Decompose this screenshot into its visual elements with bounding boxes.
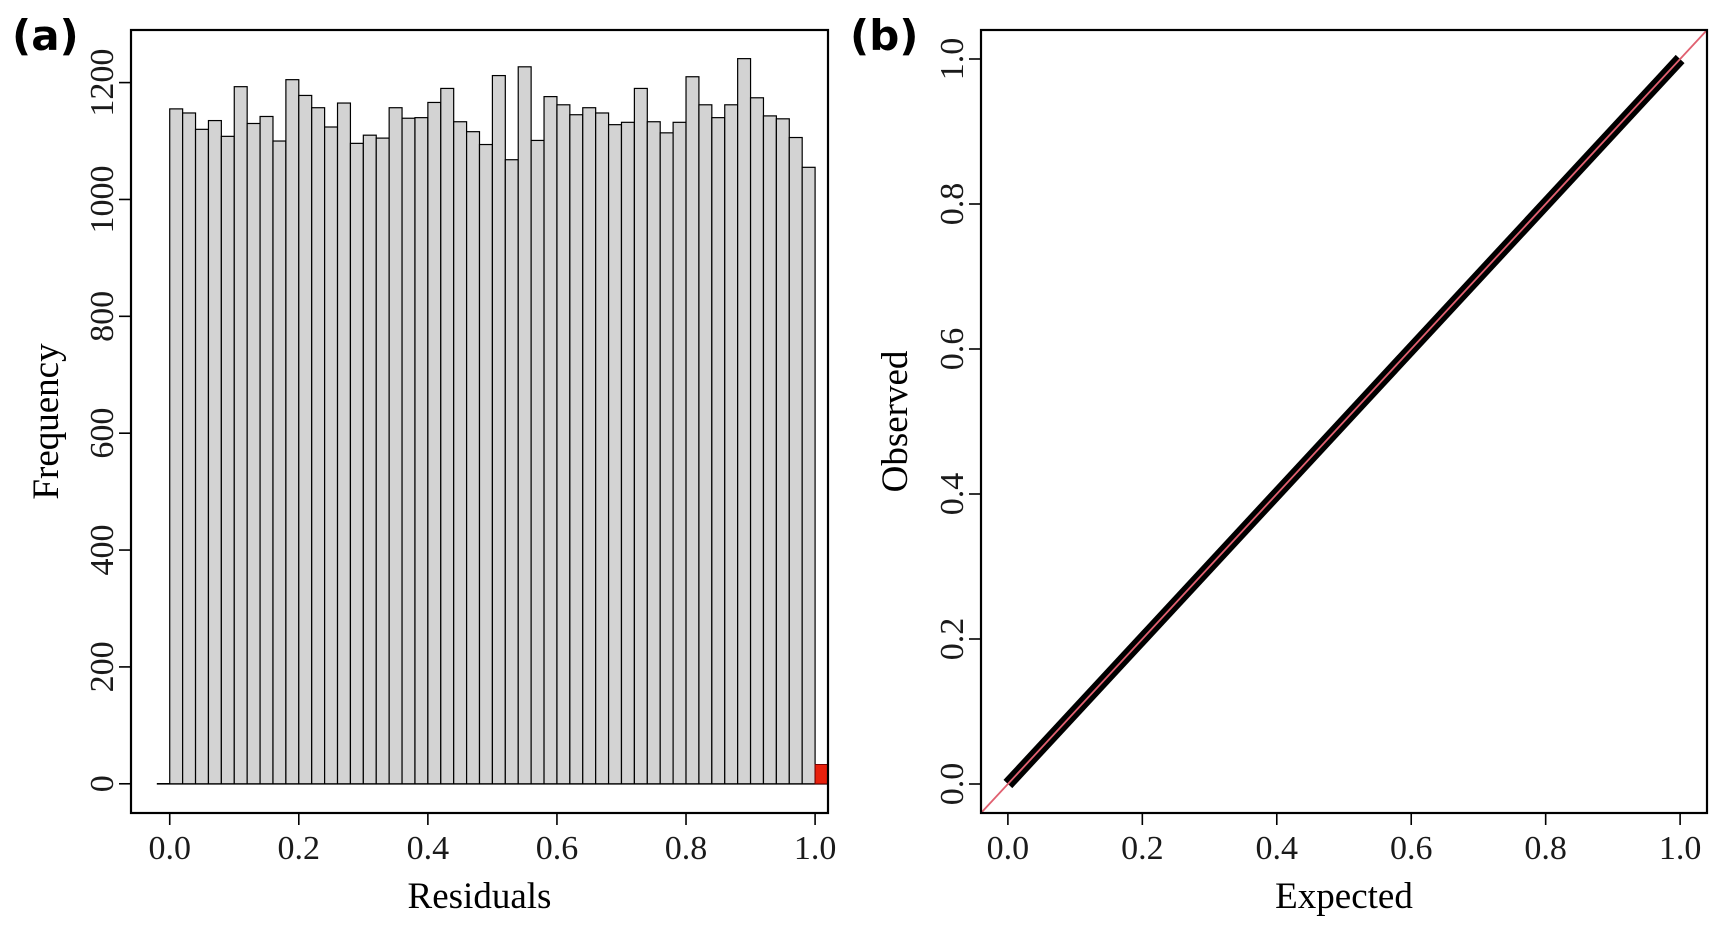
histogram-x-tick-label: 1.0 bbox=[794, 830, 837, 867]
histogram-bar bbox=[285, 79, 300, 785]
histogram-bar bbox=[724, 104, 739, 785]
qq-frame bbox=[979, 28, 1709, 815]
qq-panel: (b) 0.0 0.2 0.4 0.6 0.8 1.0 0.0 0.2 0.4 0.6 0.8 1.0… bbox=[850, 11, 1709, 917]
histogram-bar bbox=[788, 136, 803, 785]
qq-reference-line bbox=[981, 30, 1707, 813]
histogram-bar bbox=[401, 117, 416, 785]
histogram-bar bbox=[220, 135, 235, 785]
qq-x-tick-label: 0.6 bbox=[1390, 830, 1433, 867]
histogram-y-tick-label: 1200 bbox=[84, 49, 121, 117]
histogram-bar bbox=[311, 107, 326, 785]
histogram-bar bbox=[272, 140, 287, 785]
histogram-y-tick-label: 1000 bbox=[84, 165, 121, 233]
histogram-bar bbox=[633, 87, 648, 785]
histogram-bar bbox=[517, 66, 532, 785]
histogram-bar bbox=[427, 101, 442, 785]
histogram-bar bbox=[259, 115, 274, 785]
histogram-x-tick-label: 0.8 bbox=[665, 830, 708, 867]
histogram-bar bbox=[388, 107, 403, 785]
histogram-bar bbox=[685, 76, 700, 785]
histogram-bar bbox=[711, 117, 726, 785]
histogram-bar bbox=[620, 121, 635, 785]
qq-axes: 0.0 0.2 0.4 0.6 0.8 1.0 0.0 0.2 0.4 0.6 0.8 1.0 bbox=[934, 38, 1701, 867]
histogram-bar bbox=[646, 121, 661, 785]
panel-label-b: (b) bbox=[850, 11, 918, 60]
histogram-bar bbox=[440, 87, 455, 785]
histogram-y-tick-label: 800 bbox=[84, 291, 121, 342]
histogram-bar bbox=[672, 121, 687, 785]
histogram-bar bbox=[362, 134, 377, 785]
histogram-bar bbox=[569, 114, 584, 785]
histogram-bar bbox=[182, 112, 197, 785]
histogram-x-tick-label: 0.6 bbox=[536, 830, 579, 867]
histogram-bars bbox=[156, 58, 829, 785]
histogram-bar bbox=[246, 122, 261, 785]
histogram-bar bbox=[207, 119, 222, 785]
histogram-bar bbox=[762, 115, 777, 785]
histogram-bar bbox=[556, 104, 571, 785]
histogram-x-tick-label: 0.2 bbox=[278, 830, 321, 867]
histogram-panel: (a) 0.0 0.2 0.4 0.6 0.8 1.0 0 200 400 600 800 1000 1… bbox=[12, 11, 836, 917]
histogram-y-tick-label: 600 bbox=[84, 408, 121, 459]
qq-y-tick-label: 0.4 bbox=[934, 473, 971, 516]
histogram-bar bbox=[595, 112, 610, 785]
histogram-bar bbox=[491, 74, 506, 785]
qq-x-tick-label: 0.0 bbox=[987, 830, 1030, 867]
histogram-bar bbox=[607, 124, 623, 785]
histogram-y-tick-label: 0 bbox=[84, 775, 121, 792]
qq-x-tick-label: 0.8 bbox=[1524, 830, 1567, 867]
qq-x-tick-label: 1.0 bbox=[1659, 830, 1702, 867]
histogram-axes: 0.0 0.2 0.4 0.6 0.8 1.0 0 200 400 600 800 1000 1200 bbox=[84, 49, 836, 867]
histogram-bar bbox=[233, 86, 248, 785]
histogram-bar bbox=[775, 118, 790, 785]
histogram-bar bbox=[582, 107, 597, 785]
histogram-bar bbox=[414, 117, 429, 785]
histogram-highlight-bar bbox=[814, 764, 829, 785]
histogram-bar bbox=[801, 166, 816, 785]
qq-x-axis-title: Expected bbox=[1275, 876, 1413, 917]
qq-y-tick-label: 1.0 bbox=[934, 38, 971, 81]
histogram-bar bbox=[737, 58, 752, 785]
qq-y-axis-title: Observed bbox=[875, 350, 916, 492]
histogram-y-axis-title: Frequency bbox=[26, 343, 67, 500]
qq-plot-area bbox=[981, 30, 1707, 813]
histogram-bar bbox=[465, 131, 481, 785]
qq-x-tick-label: 0.4 bbox=[1256, 830, 1299, 867]
qq-y-tick-label: 0.2 bbox=[934, 618, 971, 661]
histogram-bar bbox=[324, 126, 339, 785]
histogram-x-tick-label: 0.0 bbox=[148, 830, 191, 867]
histogram-bar bbox=[504, 159, 519, 785]
qq-y-tick-label: 0.8 bbox=[934, 183, 971, 226]
histogram-frame bbox=[129, 28, 830, 815]
histogram-bar bbox=[194, 128, 210, 785]
histogram-y-tick-label: 400 bbox=[84, 525, 121, 576]
histogram-bar bbox=[543, 96, 558, 785]
histogram-bar bbox=[698, 104, 713, 785]
histogram-bar bbox=[453, 121, 468, 785]
histogram-x-axis-title: Residuals bbox=[408, 876, 552, 917]
histogram-bar bbox=[659, 132, 674, 785]
histogram-bar bbox=[375, 137, 390, 785]
histogram-bar bbox=[336, 102, 352, 785]
histogram-x-tick-label: 0.4 bbox=[407, 830, 450, 867]
histogram-bar bbox=[349, 142, 364, 785]
histogram-bar bbox=[478, 143, 494, 785]
panel-label-a: (a) bbox=[12, 11, 79, 60]
histogram-bar bbox=[298, 94, 313, 785]
histogram-y-tick-label: 200 bbox=[84, 641, 121, 692]
qq-y-tick-label: 0.0 bbox=[934, 763, 971, 806]
histogram-bar bbox=[169, 108, 184, 785]
histogram-bar bbox=[530, 139, 545, 785]
qq-y-tick-label: 0.6 bbox=[934, 328, 971, 371]
qq-x-tick-label: 0.2 bbox=[1121, 830, 1164, 867]
histogram-bar bbox=[749, 97, 765, 785]
